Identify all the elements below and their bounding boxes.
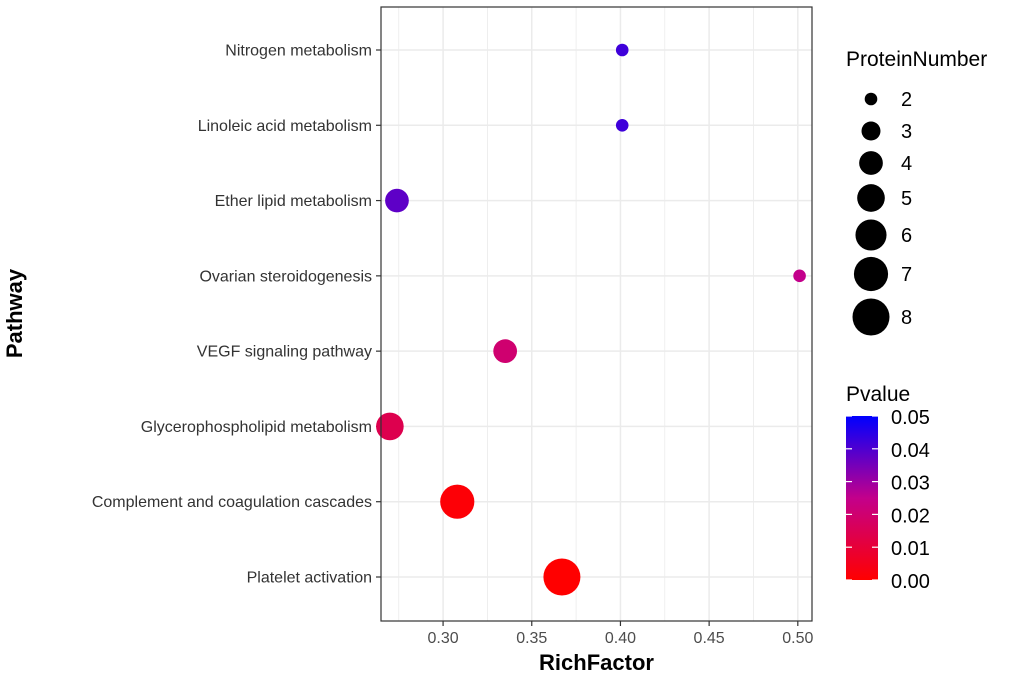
size-legend-title: ProteinNumber: [846, 48, 987, 71]
y-tick-label: Complement and coagulation cascades: [92, 494, 372, 511]
color-legend-label: 0.00: [891, 571, 930, 593]
data-point: [376, 412, 404, 441]
x-axis-title: RichFactor: [539, 650, 654, 675]
data-point: [440, 484, 475, 519]
size-legend-label: 6: [901, 225, 912, 247]
size-legend-key: [864, 92, 878, 106]
size-legend-label: 4: [901, 153, 912, 175]
size-legend-key: [859, 151, 883, 175]
y-tick-label: Nitrogen metabolism: [225, 43, 372, 60]
y-tick-label: Ovarian steroidogenesis: [199, 268, 372, 285]
color-legend-label: 0.01: [891, 538, 930, 560]
data-point: [385, 188, 409, 213]
size-legend-key: [861, 121, 881, 141]
color-legend-label: 0.02: [891, 505, 930, 527]
x-tick-label: 0.45: [694, 630, 725, 647]
plot-border: [380, 6, 813, 622]
color-legend-label: 0.03: [891, 473, 930, 495]
color-legend-label: 0.05: [891, 407, 930, 429]
size-legend-label: 5: [901, 188, 912, 210]
x-axis-ticks: 0.30 0.35 0.40 0.45 0.50: [428, 621, 813, 647]
x-tick-label: 0.50: [782, 630, 813, 647]
size-legend-label: 8: [901, 307, 912, 329]
y-axis-title: Pathway: [2, 268, 27, 358]
y-tick-label: Ether lipid metabolism: [215, 193, 372, 210]
size-legend: ProteinNumber 2 3 4 5 6 7 8: [846, 48, 987, 336]
size-legend-label: 3: [901, 121, 912, 143]
data-point: [793, 269, 806, 283]
y-axis-labels: Platelet activation Complement and coagul…: [92, 43, 381, 587]
size-legend-key: [855, 219, 887, 251]
y-tick-label: Linoleic acid metabolism: [198, 118, 372, 135]
color-legend: Pvalue 0.05 0.04 0.03 0.02 0.01 0.00: [846, 383, 930, 593]
color-legend-label: 0.04: [891, 440, 930, 462]
size-legend-key: [852, 298, 890, 336]
x-tick-label: 0.30: [428, 630, 459, 647]
size-legend-label: 2: [901, 89, 912, 111]
data-point: [615, 118, 629, 132]
x-tick-label: 0.35: [516, 630, 547, 647]
y-tick-label: Glycerophospholipid metabolism: [141, 419, 372, 436]
data-point: [543, 558, 581, 596]
plot-panel: [381, 7, 812, 621]
data-point: [615, 43, 629, 57]
y-tick-label: Platelet activation: [247, 570, 372, 587]
x-tick-label: 0.40: [605, 630, 636, 647]
color-legend-title: Pvalue: [846, 383, 910, 406]
size-legend-key: [857, 184, 885, 212]
size-legend-label: 7: [901, 264, 912, 286]
size-legend-key: [853, 256, 889, 292]
color-bar: [846, 416, 878, 580]
y-tick-label: VEGF signaling pathway: [197, 344, 372, 361]
data-points: [376, 43, 806, 596]
data-point: [493, 339, 518, 363]
